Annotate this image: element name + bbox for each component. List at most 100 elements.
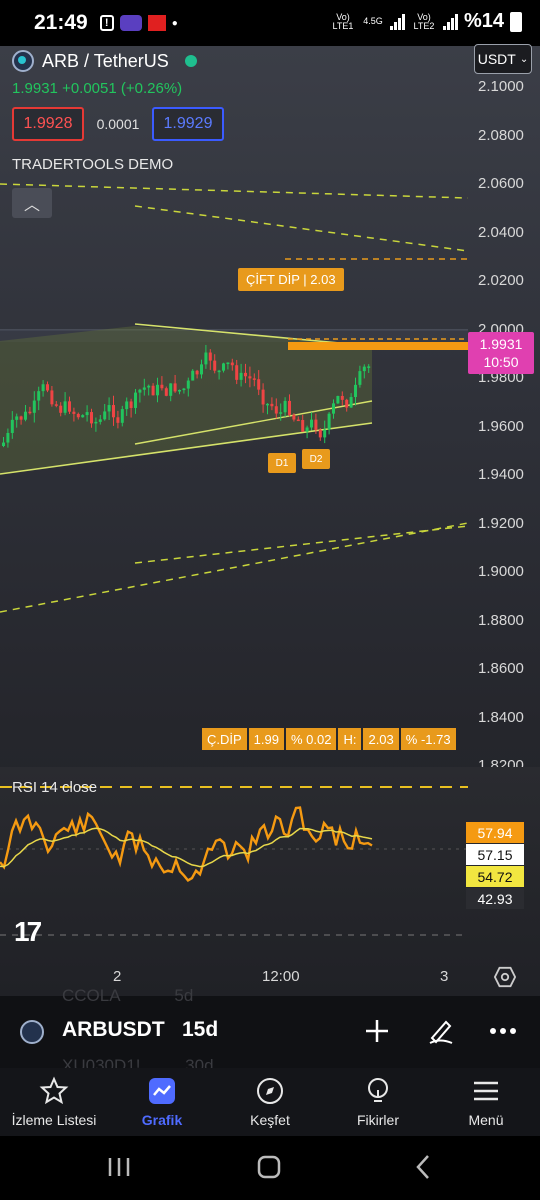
- price-axis-label: 1.9000: [478, 563, 524, 580]
- system-navigation: [0, 1136, 540, 1200]
- sim1-label: Vo) LTE1: [332, 11, 354, 31]
- battery-icon: [510, 11, 522, 32]
- nav-chart-label: Grafik: [141, 1112, 183, 1128]
- stat-label-h: H:: [338, 728, 362, 750]
- pattern-stats: Ç.DİP 1.99 % 0.02 H: 2.03 % -1.73: [202, 728, 456, 750]
- stat-price: 1.99: [248, 728, 284, 750]
- recent-apps-icon[interactable]: [108, 1158, 130, 1176]
- currency-select-button[interactable]: USDT ⌄: [474, 44, 532, 74]
- price-change-pct: (+0.26%): [120, 80, 183, 97]
- lower-dashed-line-2: [134, 525, 469, 564]
- price-axis-label: 1.9400: [478, 466, 524, 483]
- indicator-name[interactable]: TRADERTOOLS DEMO: [12, 156, 174, 173]
- stat-target-pct: % -1.73: [400, 728, 456, 750]
- chart-icon: [149, 1078, 175, 1104]
- price-chart-canvas: [0, 183, 469, 613]
- back-icon[interactable]: [416, 1155, 429, 1179]
- price-axis-label: 2.0200: [478, 272, 524, 289]
- ghost-symbol-above-name: CCOLA: [62, 986, 120, 1005]
- price-axis-label: 2.1000: [478, 78, 524, 95]
- stat-target: 2.03: [363, 728, 399, 750]
- price-axis-label: 1.8400: [478, 708, 524, 726]
- nav-explore[interactable]: Keşfet: [216, 1068, 324, 1136]
- symbol-search-button[interactable]: ARBUSDT: [62, 1018, 165, 1041]
- compass-icon: [257, 1078, 283, 1104]
- tradingview-logo-icon: 17: [14, 916, 42, 947]
- symbol-header[interactable]: ARB / TetherUS: [12, 50, 197, 72]
- symbol-title: ARB / TetherUS: [42, 50, 169, 71]
- rsi-title[interactable]: RSI 14 close: [12, 779, 98, 796]
- flag-notification-icon: [147, 15, 166, 31]
- notification-alert-icon: !: [99, 15, 114, 31]
- d2-label[interactable]: D2: [302, 449, 330, 469]
- price-axis-label: 1.9200: [478, 514, 524, 532]
- price-axis-label: 1.8800: [478, 611, 524, 629]
- d1-label[interactable]: D1: [268, 453, 296, 473]
- upper-dashed-line-1: [0, 183, 469, 199]
- x-label-1: 2: [113, 968, 122, 985]
- ghost-symbol-above: CCOLA 5d: [62, 986, 193, 1006]
- arbusdt-logo-icon: [20, 1020, 44, 1044]
- rsi-ma-line: [0, 827, 373, 868]
- candlesticks: [2, 344, 371, 448]
- rsi-pane[interactable]: [0, 767, 540, 997]
- chevron-down-icon: ⌄: [519, 53, 529, 65]
- last-price-tag: 1.9931 10:50: [468, 332, 534, 374]
- signal1-icon: [389, 13, 405, 30]
- app-notification-icon: [119, 15, 142, 31]
- nav-explore-label: Keşfet: [250, 1112, 290, 1128]
- last-price: 1.9931: [12, 80, 58, 97]
- star-icon: [39, 1076, 69, 1105]
- price-axis-label: 2.0800: [478, 126, 524, 144]
- neckline-bar: [288, 342, 468, 350]
- symbol-bar: [0, 996, 540, 1068]
- timeframe-button[interactable]: 15d: [182, 1018, 219, 1041]
- x-label-2: 12:00: [262, 968, 300, 985]
- more-notifications-icon: ●: [171, 17, 178, 29]
- price-axis-label: 2.0600: [478, 175, 524, 192]
- stat-label-pattern: Ç.DİP: [202, 728, 247, 750]
- triangle-lower-line: [0, 422, 373, 475]
- market-open-indicator-icon: [184, 55, 197, 67]
- menu-icon: [474, 1081, 498, 1101]
- more-options-icon[interactable]: [488, 1016, 518, 1046]
- bid-ask-row: 1.9928 0.0001 1.9929: [12, 107, 224, 141]
- sell-button[interactable]: 1.9928: [12, 107, 84, 141]
- nav-watchlist[interactable]: İzleme Listesi: [0, 1068, 108, 1136]
- nav-menu-label: Menü: [468, 1112, 504, 1128]
- currency-label: USDT: [477, 51, 516, 67]
- collapse-indicators-button[interactable]: ︿: [12, 188, 52, 218]
- rsi-value-2: 57.15: [466, 844, 524, 865]
- price-axis-label: 1.9600: [478, 417, 524, 435]
- rsi-canvas: [0, 786, 468, 936]
- rsi-value-4: 42.93: [466, 888, 524, 909]
- stat-pct: % 0.02: [285, 728, 337, 750]
- triangle-pattern: [0, 326, 372, 474]
- pattern-label[interactable]: ÇİFT DİP | 2.03: [238, 268, 344, 291]
- rsi-value-current: 57.94: [466, 822, 524, 843]
- price-axis-label: 2.0400: [478, 223, 524, 241]
- rsi-line: [0, 806, 373, 882]
- last-price-tag-value: 1.9931: [479, 336, 523, 352]
- home-icon[interactable]: [257, 1155, 281, 1179]
- upper-dashed-line-2: [134, 205, 469, 252]
- buy-button[interactable]: 1.9929: [152, 107, 224, 141]
- bar-countdown: 10:50: [483, 354, 519, 370]
- price-axis-label: 1.8600: [478, 660, 524, 677]
- price-row: 1.9931 +0.0051 (+0.26%): [12, 80, 182, 97]
- nav-ideas[interactable]: Fikirler: [324, 1068, 432, 1136]
- nav-watchlist-label: İzleme Listesi: [11, 1112, 97, 1128]
- chart-settings-icon[interactable]: [494, 966, 516, 988]
- price-change: +0.0051: [62, 80, 117, 97]
- ghost-symbol-above-tf: 5d: [174, 986, 194, 1005]
- nav-ideas-label: Fikirler: [357, 1112, 399, 1128]
- battery-text: %14: [463, 10, 504, 32]
- nav-menu[interactable]: Menü: [432, 1068, 540, 1136]
- lower-dashed-line-1: [0, 522, 469, 613]
- x-label-3: 3: [440, 968, 449, 985]
- network-type: 4.5G: [363, 16, 383, 26]
- drawing-pen-icon[interactable]: [426, 1016, 456, 1046]
- nav-chart[interactable]: Grafik: [108, 1068, 216, 1136]
- add-plus-icon[interactable]: [362, 1016, 392, 1046]
- rsi-value-ma: 54.72: [466, 866, 524, 887]
